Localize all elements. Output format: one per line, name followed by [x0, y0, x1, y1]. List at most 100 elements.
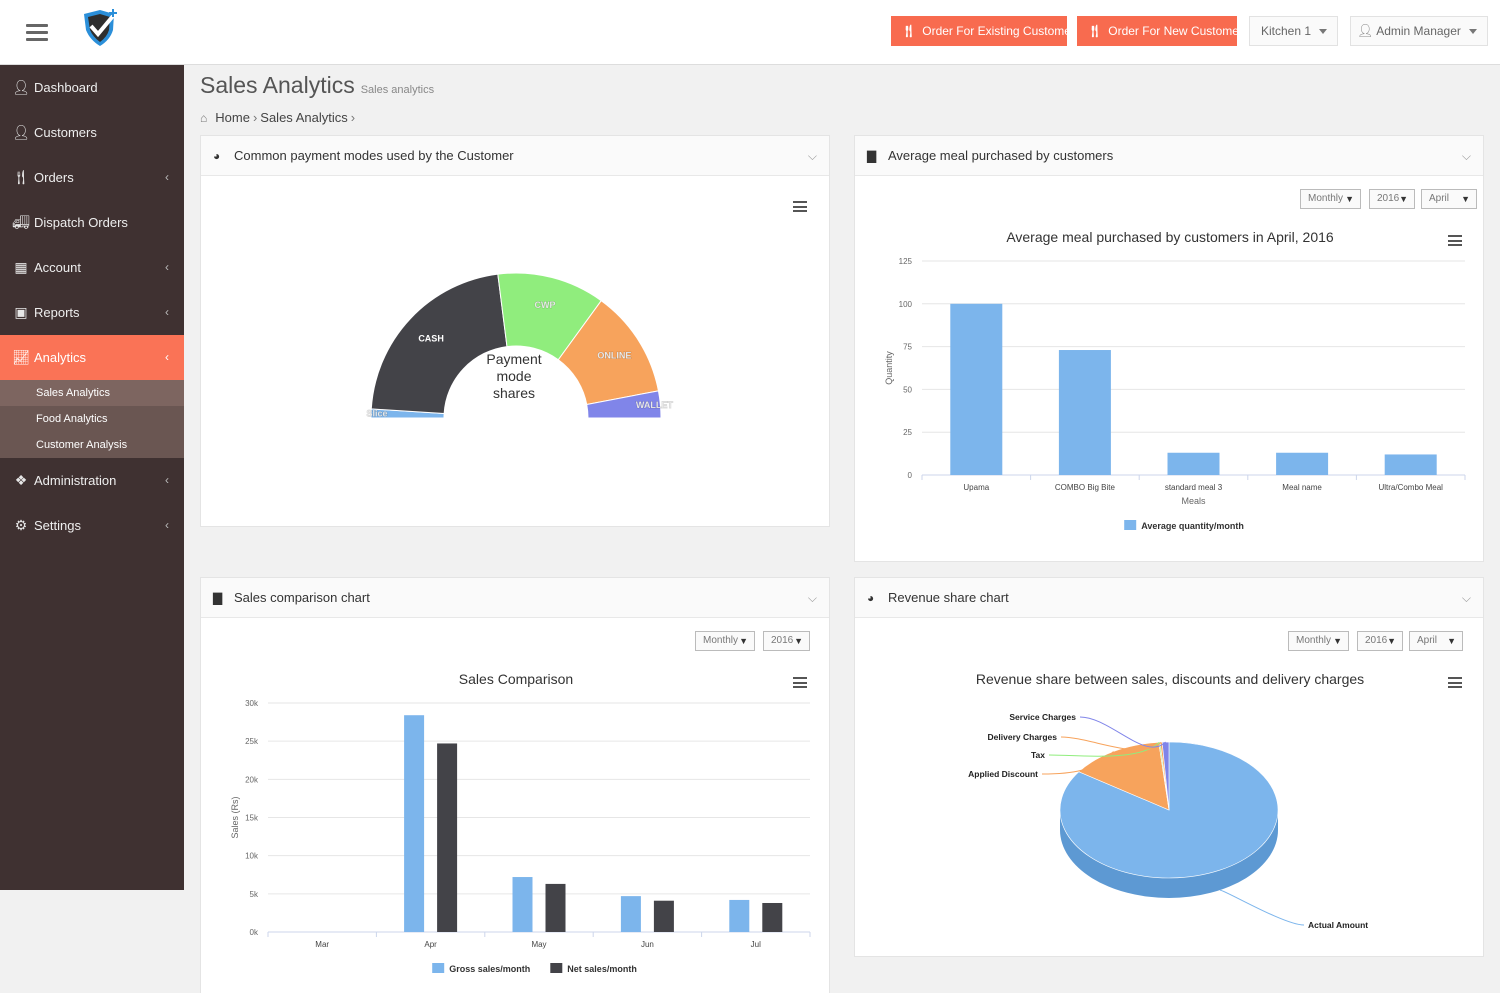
chevron-down-icon — [1469, 29, 1477, 34]
x-tick-label: Meal name — [1282, 483, 1322, 492]
page-title-text: Sales Analytics — [200, 72, 355, 98]
period-select[interactable]: Monthly ▼ — [1300, 189, 1361, 209]
cutlery-icon: 🍴︎ — [901, 24, 917, 38]
slice-label: Delivery Charges — [988, 732, 1058, 742]
bar — [545, 883, 566, 932]
breadcrumb-current[interactable]: Sales Analytics — [260, 110, 348, 125]
chart-menu-icon[interactable] — [793, 677, 807, 688]
revenue-share-panel: ◕ Revenue share chart ⌵ Monthly ▼ 2016 ▼ A… — [854, 577, 1484, 957]
period-select[interactable]: Monthly ▼ — [1288, 631, 1349, 651]
x-tick-label: COMBO Big Bite — [1055, 483, 1116, 492]
chevron-left-icon: ‹ — [165, 170, 169, 184]
order-existing-customer-button[interactable]: 🍴︎ Order For Existing Customer — [891, 16, 1075, 46]
chart-title: Average meal purchased by customers in A… — [1006, 229, 1334, 245]
y-axis-label: Sales (Rs) — [230, 796, 240, 838]
caret-down-icon: ▼ — [1461, 194, 1470, 204]
chart-center-title-line: Payment — [486, 351, 541, 367]
kitchen-select[interactable]: Kitchen 1 — [1249, 16, 1338, 46]
sidebar-item-analytics[interactable]: 📈︎ Analytics ‹ — [0, 335, 184, 380]
breadcrumb-separator: › — [252, 110, 258, 125]
y-tick-label: 15k — [245, 814, 259, 823]
menu-toggle-icon[interactable] — [26, 24, 48, 42]
sidebar-item-dispatch-orders[interactable]: 🚚︎ Dispatch Orders — [0, 200, 184, 245]
bar — [1276, 452, 1329, 475]
average-meal-panel: ▇ Average meal purchased by customers ⌵ … — [854, 135, 1484, 562]
x-tick-label: Ultra/Combo Meal — [1378, 483, 1443, 492]
legend-label: Gross sales/month — [449, 964, 530, 974]
chart-center-title: Payment mode shares — [486, 351, 541, 401]
bar — [950, 303, 1003, 475]
sidebar-item-reports[interactable]: ▣ Reports ‹ — [0, 290, 184, 335]
chart-title: Revenue share between sales, discounts a… — [975, 671, 1365, 687]
period-select[interactable]: Monthly ▼ — [695, 631, 755, 651]
sidebar-item-settings[interactable]: ⚙︎ Settings ‹ — [0, 503, 184, 548]
sidebar-subitem-sales-analytics[interactable]: Sales Analytics — [0, 380, 184, 406]
chevron-down-icon[interactable]: ⌵ — [807, 591, 817, 605]
y-tick-label: 50 — [903, 385, 912, 394]
caret-down-icon: ▼ — [1333, 636, 1342, 646]
sidebar-item-customers[interactable]: 👤︎ Customers — [0, 110, 184, 155]
sidebar-subitem-food-analytics[interactable]: Food Analytics — [36, 413, 108, 425]
chart-menu-icon[interactable] — [793, 201, 807, 212]
select-value: April — [1417, 635, 1438, 646]
gears-icon: ⚙︎ — [14, 517, 28, 533]
panel-title: Average meal purchased by customers — [888, 148, 1114, 163]
bar — [1058, 350, 1111, 475]
slice-label: Actual Amount — [1308, 920, 1368, 930]
chevron-down-icon[interactable]: ⌵ — [1461, 591, 1471, 605]
legend-swatch — [432, 963, 445, 973]
chevron-left-icon: ‹ — [165, 518, 169, 532]
order-existing-label: Order For Existing Customer — [922, 24, 1075, 38]
order-new-customer-button[interactable]: 🍴︎ Order For New Customer — [1077, 16, 1243, 46]
logo-shield-icon — [84, 9, 117, 46]
slice-label: CASH — [418, 333, 444, 343]
panel-header: ◕ Revenue share chart ⌵ — [855, 578, 1483, 618]
chart-menu-icon[interactable] — [1448, 235, 1462, 246]
y-tick-label: 25 — [903, 428, 912, 437]
user-icon: 👤︎ — [12, 124, 30, 140]
top-bar: 🍴︎ Order For Existing Customer 🍴︎ Order Fo… — [0, 0, 1500, 65]
bar-chart-icon: ▇ — [213, 591, 223, 605]
sidebar-item-account[interactable]: ▦ Account ‹ — [0, 245, 184, 290]
cutlery-icon: 🍴︎ — [1087, 24, 1103, 38]
breadcrumb-separator: › — [350, 110, 356, 125]
year-select[interactable]: 2016 ▼ — [1369, 189, 1415, 209]
sidebar-item-label: Analytics — [34, 350, 87, 365]
chevron-down-icon[interactable]: ⌵ — [1461, 149, 1471, 163]
sales-comparison-panel: ▇ Sales comparison chart ⌵ Monthly ▼ 2016… — [200, 577, 830, 993]
truck-icon: 🚚︎ — [12, 214, 30, 230]
panel-header: ▇ Sales comparison chart ⌵ — [201, 578, 829, 618]
legend-swatch — [550, 963, 563, 973]
label-connector — [1219, 889, 1305, 926]
y-tick-label: 25k — [245, 737, 259, 746]
select-value: Monthly — [1296, 635, 1332, 646]
user-icon: 👤︎ — [1357, 23, 1374, 38]
slice-label: WALLET — [636, 400, 673, 410]
y-tick-label: 0k — [250, 928, 259, 937]
breadcrumb-home[interactable]: Home — [215, 110, 250, 125]
sidebar-subitem-customer-analysis[interactable]: Customer Analysis — [36, 439, 128, 451]
select-value: Monthly — [1308, 193, 1344, 204]
year-select[interactable]: 2016 ▼ — [1357, 631, 1403, 651]
sidebar-item-administration[interactable]: ❖ Administration ‹ — [0, 458, 184, 503]
sidebar-item-label: Account — [34, 260, 81, 275]
month-select[interactable]: April ▼ — [1409, 631, 1463, 651]
sidebar-item-label: Dispatch Orders — [34, 215, 128, 230]
month-select[interactable]: April ▼ — [1421, 189, 1477, 209]
sidebar-item-orders[interactable]: 🍴︎ Orders ‹ — [0, 155, 184, 200]
panel-title: Sales comparison chart — [234, 590, 370, 605]
sidebar-item-label: Administration — [34, 473, 117, 488]
bar — [1384, 454, 1437, 475]
chevron-down-icon[interactable]: ⌵ — [807, 149, 817, 163]
user-menu[interactable]: 👤︎ Admin Manager — [1350, 16, 1488, 46]
page-title: Sales Analytics Sales analytics — [200, 72, 434, 99]
sidebar-item-dashboard[interactable]: 👤︎ Dashboard — [0, 65, 184, 110]
x-tick-label: May — [531, 940, 546, 949]
briefcase-icon: ▣ — [14, 304, 28, 320]
average-meal-chart: 0 25 50 75 100 125 Upama COMBO Big Bite standard… — [884, 257, 1466, 531]
y-axis-label: Quantity — [884, 351, 894, 385]
caret-down-icon: ▼ — [794, 636, 803, 646]
chart-menu-icon[interactable] — [1448, 677, 1462, 688]
panel-title: Common payment modes used by the Custome… — [234, 148, 514, 163]
year-select[interactable]: 2016 ▼ — [763, 631, 810, 651]
